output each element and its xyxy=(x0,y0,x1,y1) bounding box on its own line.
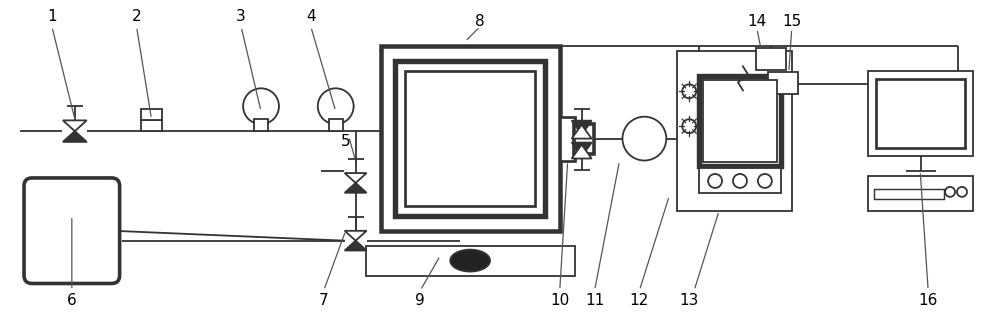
Bar xyxy=(699,168,781,193)
Bar xyxy=(868,71,973,156)
Polygon shape xyxy=(345,173,367,183)
Bar xyxy=(677,52,792,211)
Text: 16: 16 xyxy=(918,293,938,308)
Circle shape xyxy=(318,88,354,124)
Bar xyxy=(329,119,343,131)
Circle shape xyxy=(758,174,772,188)
Circle shape xyxy=(622,117,666,160)
Bar xyxy=(141,120,162,131)
Polygon shape xyxy=(345,231,367,241)
Circle shape xyxy=(957,187,967,197)
Polygon shape xyxy=(63,131,87,142)
Polygon shape xyxy=(572,125,592,139)
Bar xyxy=(699,76,781,166)
Text: 2: 2 xyxy=(132,9,141,24)
Polygon shape xyxy=(572,144,592,158)
Text: 12: 12 xyxy=(630,293,649,308)
Text: 5: 5 xyxy=(341,134,350,149)
Bar xyxy=(560,117,575,160)
Polygon shape xyxy=(572,121,592,135)
Bar xyxy=(395,61,545,216)
Bar xyxy=(405,71,535,206)
Text: 10: 10 xyxy=(550,293,569,308)
Text: 1: 1 xyxy=(47,9,57,24)
Text: 8: 8 xyxy=(475,14,485,29)
Polygon shape xyxy=(345,183,367,193)
Bar xyxy=(868,176,973,211)
Text: 4: 4 xyxy=(306,9,316,24)
Circle shape xyxy=(733,174,747,188)
Bar xyxy=(366,246,575,275)
Circle shape xyxy=(243,88,279,124)
Text: 7: 7 xyxy=(319,293,329,308)
FancyBboxPatch shape xyxy=(24,178,120,284)
Circle shape xyxy=(682,84,696,98)
Text: 6: 6 xyxy=(67,293,77,308)
Circle shape xyxy=(708,174,722,188)
Bar xyxy=(254,119,268,131)
Bar xyxy=(768,72,798,94)
Text: 15: 15 xyxy=(782,14,801,29)
Bar xyxy=(874,189,944,199)
Bar xyxy=(876,79,965,148)
Ellipse shape xyxy=(450,250,490,272)
Text: 9: 9 xyxy=(415,293,425,308)
Bar xyxy=(381,47,560,231)
Text: 13: 13 xyxy=(680,293,699,308)
Bar xyxy=(574,124,594,154)
Text: 14: 14 xyxy=(747,14,767,29)
Bar xyxy=(703,80,777,162)
Circle shape xyxy=(682,119,696,133)
Polygon shape xyxy=(345,241,367,250)
Polygon shape xyxy=(63,120,87,131)
Polygon shape xyxy=(572,142,592,156)
Text: 3: 3 xyxy=(236,9,246,24)
Circle shape xyxy=(945,187,955,197)
Text: 11: 11 xyxy=(585,293,604,308)
Bar xyxy=(756,49,786,70)
Bar xyxy=(141,109,162,120)
